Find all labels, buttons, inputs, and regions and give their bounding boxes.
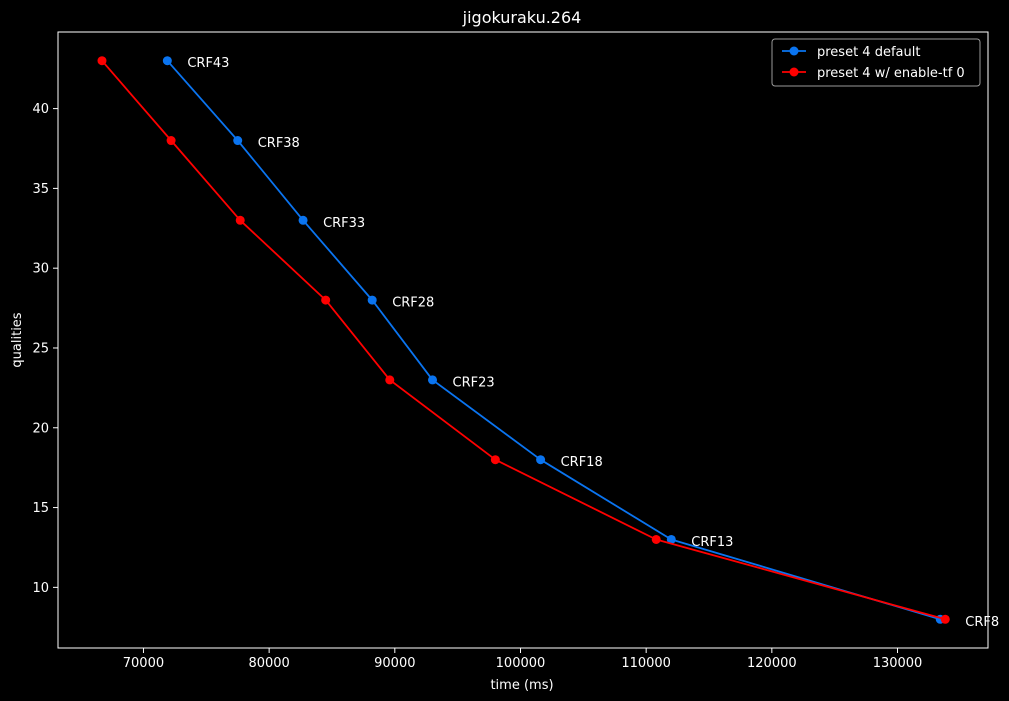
data-point: [235, 215, 245, 225]
data-point: [233, 136, 243, 146]
legend-marker-1: [789, 67, 799, 77]
y-tick-label: 10: [32, 581, 49, 596]
data-point: [651, 534, 661, 544]
series-layer: [97, 56, 950, 624]
point-label: CRF38: [258, 136, 300, 151]
point-label: CRF13: [691, 535, 733, 550]
point-label: CRF23: [453, 375, 495, 390]
plot-area: [57, 31, 989, 649]
x-tick-label: 70000: [123, 656, 164, 671]
chart-title: jigokuraku.264: [462, 8, 582, 27]
legend-label-0: preset 4 default: [817, 45, 920, 60]
y-tick-label: 30: [32, 262, 49, 277]
point-label: CRF18: [561, 455, 603, 470]
y-tick-label: 35: [32, 182, 49, 197]
x-tick-label: 110000: [621, 656, 671, 671]
y-axis: 10 15 20 25 30 35 40: [32, 102, 58, 596]
data-point: [490, 455, 500, 465]
y-tick-label: 20: [32, 421, 49, 436]
legend-box: [771, 38, 981, 87]
legend: preset 4 default preset 4 w/ enable-tf 0: [771, 38, 981, 87]
data-point: [536, 455, 546, 465]
x-tick-label: 80000: [248, 656, 289, 671]
y-tick-label: 25: [32, 341, 49, 356]
data-point: [321, 295, 331, 305]
point-label: CRF28: [392, 296, 434, 311]
data-point: [298, 215, 308, 225]
y-axis-label: qualities: [10, 312, 25, 367]
series-line-0: [166, 60, 941, 621]
y-tick-label: 40: [32, 102, 49, 117]
x-tick-label: 120000: [747, 656, 797, 671]
data-point: [666, 534, 676, 544]
series-line-1: [101, 60, 946, 621]
data-point: [97, 56, 107, 66]
series-1: [97, 56, 950, 624]
data-point: [162, 56, 172, 66]
data-point: [385, 375, 395, 385]
x-tick-label: 130000: [873, 656, 923, 671]
y-tick-label: 15: [32, 501, 49, 516]
legend-marker-0: [789, 46, 799, 56]
point-label: CRF43: [187, 56, 229, 71]
data-point: [166, 136, 176, 146]
series-0: [162, 56, 945, 624]
point-labels: CRF43 CRF38 CRF33 CRF28 CRF23 CRF18 CRF13 CRF8: [187, 56, 999, 630]
x-axis: 70000 80000 90000 100000 110000 120000 130000: [123, 648, 923, 671]
data-point: [367, 295, 377, 305]
legend-label-1: preset 4 w/ enable-tf 0: [817, 66, 965, 81]
x-tick-label: 90000: [374, 656, 415, 671]
data-point: [428, 375, 438, 385]
point-label: CRF8: [965, 615, 999, 630]
data-point: [940, 614, 950, 624]
x-axis-label: time (ms): [490, 678, 553, 693]
x-tick-label: 100000: [496, 656, 546, 671]
point-label: CRF33: [323, 216, 365, 231]
